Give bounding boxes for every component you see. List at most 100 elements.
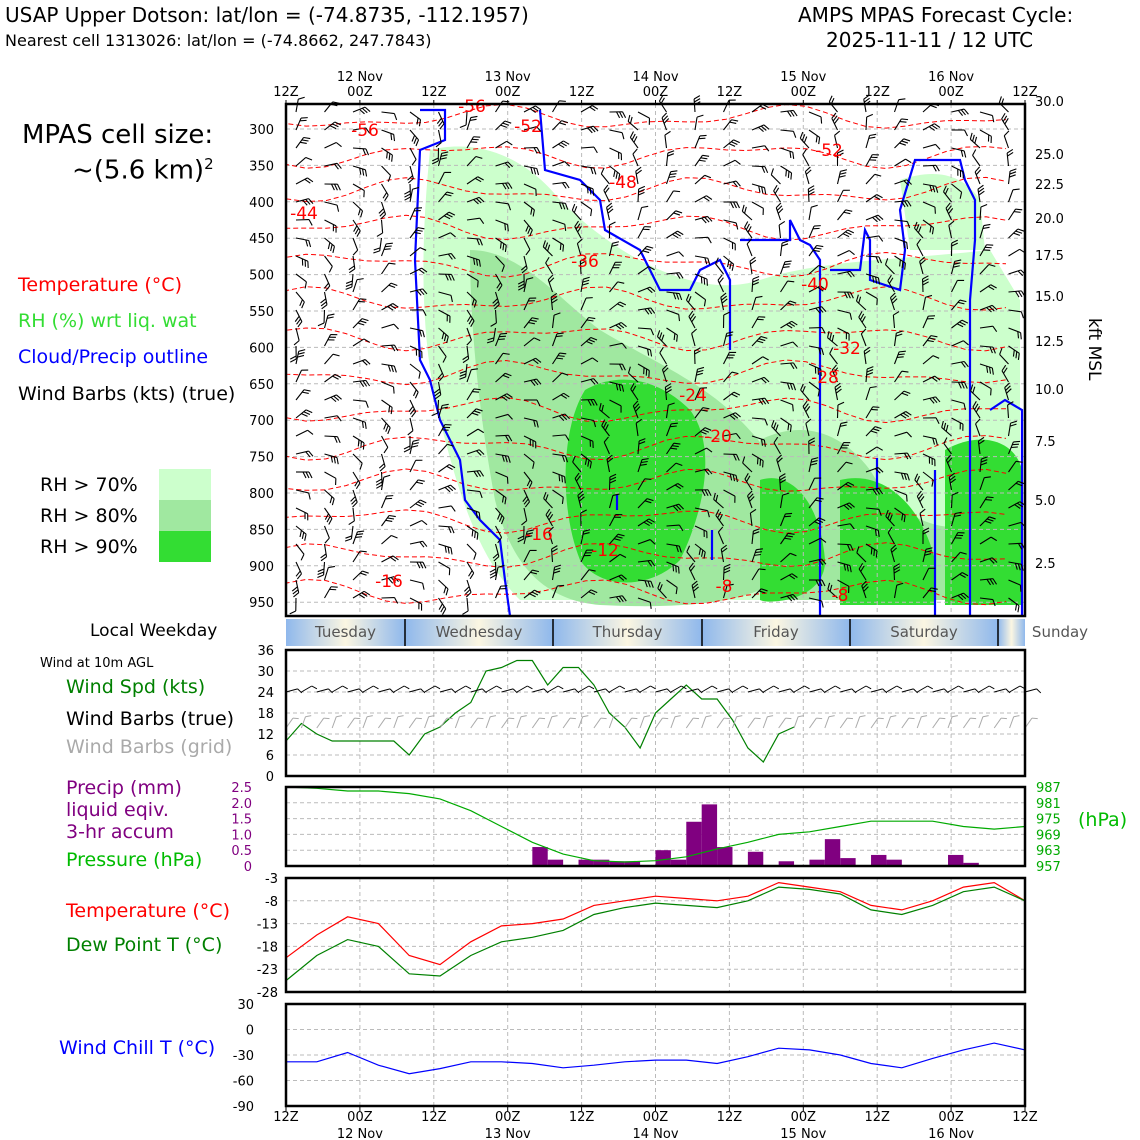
wind-barb-shaft (892, 315, 896, 329)
wind-barb (694, 366, 705, 383)
wind-barb (837, 291, 854, 299)
wind-barb-shaft (380, 471, 383, 486)
wind-barb-flag (517, 283, 525, 288)
wind-barb-flag (706, 447, 713, 453)
wind-barb-flag (529, 229, 533, 237)
wind-barb (381, 534, 398, 545)
wind-barb-flag (941, 420, 944, 428)
wind-barb-flag (635, 166, 642, 172)
wind-barb (809, 579, 826, 587)
wind-barb-flag (988, 263, 996, 267)
wind-barb-flag (387, 427, 391, 435)
wind-barb (523, 529, 534, 545)
wind-barb-flag (302, 391, 309, 394)
barb-shaft (655, 717, 663, 729)
wind-barb-flag (663, 367, 669, 373)
wind-barb-flag (700, 276, 703, 284)
wind-barb (352, 219, 361, 237)
wind-barb-flag (827, 330, 830, 338)
pressure-tick-label: 450 (249, 232, 274, 247)
wind-barb-shaft (666, 309, 679, 315)
wind-barb (609, 399, 622, 413)
wind-barb-flag (729, 351, 737, 354)
wind-barb-shaft (323, 291, 328, 305)
wind-barb-flag (450, 232, 456, 238)
wind-barb-flag (308, 219, 313, 226)
wind-barb-shaft (865, 369, 868, 383)
wind-barb (887, 274, 895, 293)
wind-barb-shaft (523, 378, 537, 383)
wind-barb (495, 255, 505, 272)
wind-barb-shaft (776, 459, 782, 473)
wind-barb (289, 597, 297, 615)
wind-barb-flag (902, 412, 910, 418)
wind-barb-flag (974, 403, 979, 410)
wind-barb (608, 241, 620, 257)
pressure-tick: 957 (1036, 860, 1061, 875)
wind-barb-flag (821, 600, 824, 608)
wind-barb-flag (895, 333, 903, 337)
wind-barb-flag (650, 307, 656, 314)
wind-barb-flag (811, 204, 818, 208)
wind-barb-shaft (865, 467, 879, 473)
wind-barb-flag (989, 578, 995, 585)
barb-shaft (562, 717, 571, 729)
wind-barb (858, 311, 867, 329)
wind-barb (376, 219, 384, 237)
wind-barb-shaft (494, 309, 497, 324)
wind-barb (808, 111, 823, 124)
wind-barb (836, 169, 848, 185)
wind-barb-flag (393, 134, 396, 142)
wind-barb (1001, 112, 1009, 131)
wind-barb (295, 389, 311, 401)
wind-barb-flag (943, 422, 947, 430)
wind-barb (894, 390, 911, 401)
wind-barb-flag (301, 413, 308, 417)
wind-barb (922, 396, 941, 404)
wind-barb-shaft (295, 525, 307, 535)
wind-barb (523, 146, 541, 154)
wind-barb-flag (507, 456, 511, 463)
wind-barb (466, 237, 483, 246)
wind-barb-flag (734, 496, 736, 503)
wind-barb-shaft (894, 471, 908, 475)
wind-barb (523, 165, 540, 176)
wind-barb (694, 427, 712, 437)
wind-barb-flag (336, 436, 341, 444)
wind-barb-shaft (495, 393, 508, 401)
wind-barb-flag (972, 401, 977, 408)
wind-barb-shaft (552, 489, 564, 498)
wind-barb-true (840, 688, 857, 694)
wind-barb (600, 167, 610, 185)
wind-barb (837, 189, 850, 203)
wind-barb-shaft (720, 549, 725, 563)
wind-barb-shaft (466, 561, 475, 574)
wind-barb-flag (717, 511, 722, 519)
wind-barb-flag (476, 470, 482, 477)
barb-shaft (732, 685, 744, 693)
wind-barb-flag (528, 300, 535, 302)
wind-barb (808, 558, 827, 566)
barb-flag (816, 717, 823, 720)
wind-barb-shaft (637, 111, 650, 119)
wind-barb-flag (870, 430, 878, 434)
wind-barb-flag (530, 167, 534, 174)
wind-barb-flag (901, 513, 904, 521)
wind-barb-shaft (323, 567, 329, 581)
wind-barb-shaft (409, 399, 417, 412)
wind-barb-flag (559, 122, 567, 126)
wind-barb (664, 383, 672, 401)
wind-barb-flag (386, 151, 388, 159)
barb-shaft (639, 716, 645, 729)
wind-barb-flag (507, 203, 512, 211)
wind-barb-flag (1017, 353, 1020, 360)
wind-barb-grid (593, 717, 607, 729)
wind-barb-shaft (637, 459, 643, 473)
precip-bar (809, 859, 825, 866)
wind-barb-shaft (495, 273, 503, 286)
wind-barb-shaft (723, 139, 734, 149)
wind-barb-flag (885, 509, 889, 517)
wind-barb-flag (1017, 270, 1024, 277)
wind-barb-shaft (922, 587, 932, 599)
wind-barb-flag (638, 438, 646, 442)
